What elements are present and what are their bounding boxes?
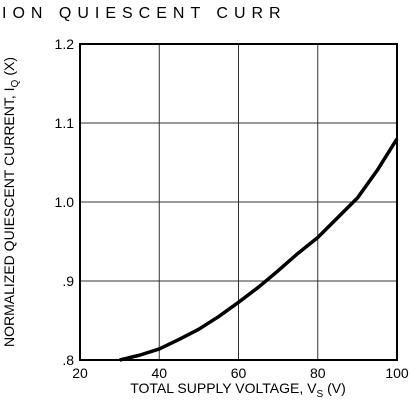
- y-label-text: NORMALIZED QUIESCENT CURRENT, I: [1, 87, 17, 347]
- x-tick-label: 40: [151, 365, 167, 381]
- plot-frame: [79, 43, 398, 361]
- x-label-text: TOTAL SUPPLY VOLTAGE, V: [130, 380, 317, 396]
- y-tick-label: .9: [62, 273, 74, 289]
- x-tick-label: 20: [72, 365, 88, 381]
- y-tick-label: .8: [62, 352, 74, 368]
- x-label-sub: S: [316, 389, 323, 400]
- y-tick-label: 1.1: [55, 115, 75, 131]
- y-label-sub: Q: [10, 79, 21, 87]
- x-label-unit: (V): [327, 380, 346, 396]
- y-tick-label: 1.0: [55, 194, 75, 210]
- x-axis-label: TOTAL SUPPLY VOLTAGE, VS (V): [130, 380, 346, 400]
- y-label-unit: (X): [1, 57, 17, 76]
- x-tick-label: 100: [385, 365, 409, 381]
- y-tick-label: 1.2: [55, 36, 75, 52]
- data-line: [119, 137, 399, 362]
- chart-title: ION QUIESCENT CURR: [2, 5, 287, 22]
- x-tick-label: 60: [231, 365, 247, 381]
- x-tick-label: 80: [310, 365, 326, 381]
- y-axis-label: NORMALIZED QUIESCENT CURRENT, IQ (X): [1, 57, 21, 347]
